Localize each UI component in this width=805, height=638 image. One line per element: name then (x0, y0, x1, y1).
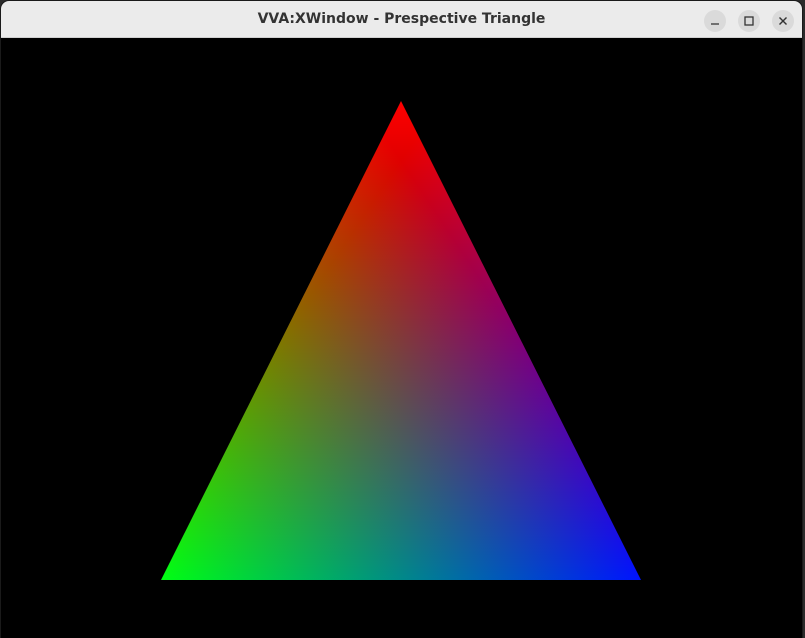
render-canvas (1, 39, 802, 638)
maximize-button[interactable] (738, 10, 760, 32)
triangle-scene (161, 101, 641, 580)
minimize-icon (711, 23, 719, 25)
maximize-icon (744, 16, 754, 26)
close-icon (779, 17, 787, 25)
title-bar[interactable]: VVA:XWindow - Prespective Triangle (1, 1, 802, 38)
rgb-triangle (161, 101, 641, 580)
minimize-button[interactable] (704, 10, 726, 32)
close-button[interactable] (772, 10, 794, 32)
window-title: VVA:XWindow - Prespective Triangle (257, 11, 546, 27)
